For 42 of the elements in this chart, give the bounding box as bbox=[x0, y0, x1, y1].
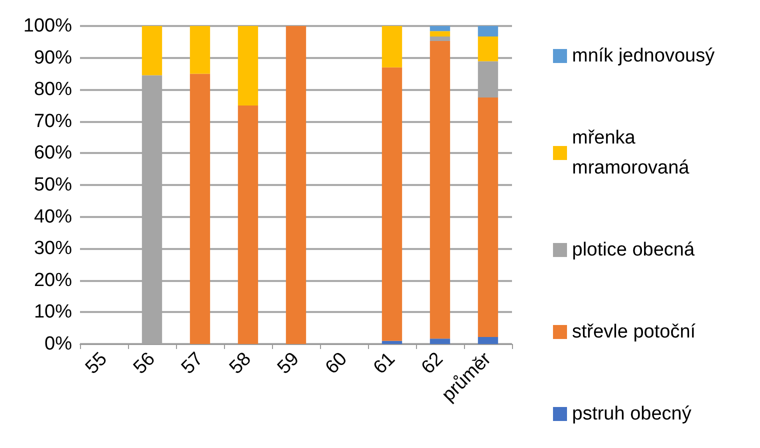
y-tick-label: 0% bbox=[44, 334, 72, 354]
bar bbox=[238, 26, 258, 106]
y-tick-label: 30% bbox=[34, 238, 72, 260]
legend-label: střevle potoční bbox=[572, 322, 696, 342]
y-tick-label: 100% bbox=[23, 16, 72, 36]
y-tick-label: 50% bbox=[34, 174, 72, 196]
y-tick-label: 40% bbox=[34, 206, 72, 228]
bar bbox=[382, 26, 402, 68]
legend-label: mník jednovousý bbox=[572, 46, 716, 66]
bar bbox=[142, 26, 162, 76]
y-tick-label: 10% bbox=[34, 302, 72, 323]
x-tick-label: 58 bbox=[226, 348, 256, 378]
bar bbox=[190, 26, 210, 74]
bar bbox=[430, 36, 450, 41]
bar bbox=[382, 67, 402, 341]
bar bbox=[478, 36, 498, 62]
y-tick-label: 70% bbox=[34, 110, 72, 132]
y-tick-label: 60% bbox=[34, 142, 72, 164]
bar bbox=[286, 26, 306, 344]
x-tick-label: 56 bbox=[130, 348, 160, 378]
bar bbox=[478, 26, 498, 36]
x-tick-label: 55 bbox=[82, 348, 112, 378]
bar bbox=[430, 338, 450, 344]
bar bbox=[238, 106, 258, 344]
legend-label: plotice obecná bbox=[572, 240, 695, 260]
legend-label: pstruh obecný bbox=[572, 404, 692, 424]
bar bbox=[478, 98, 498, 338]
bar bbox=[430, 31, 450, 36]
bar bbox=[382, 340, 402, 344]
x-tick-label: 59 bbox=[274, 348, 304, 378]
bar bbox=[430, 26, 450, 32]
x-tick-label: 62 bbox=[418, 348, 448, 378]
bar bbox=[430, 40, 450, 339]
x-tick-label: 57 bbox=[178, 348, 208, 378]
y-tick-label: 90% bbox=[34, 47, 72, 68]
bar bbox=[478, 337, 498, 344]
x-tick-label: 61 bbox=[370, 348, 400, 378]
legend-label: mřenka mramorovaná bbox=[572, 128, 690, 178]
y-tick-label: 20% bbox=[34, 270, 72, 291]
bar bbox=[190, 74, 210, 344]
x-tick-label: 60 bbox=[322, 348, 352, 378]
y-tick-label: 80% bbox=[34, 79, 72, 100]
